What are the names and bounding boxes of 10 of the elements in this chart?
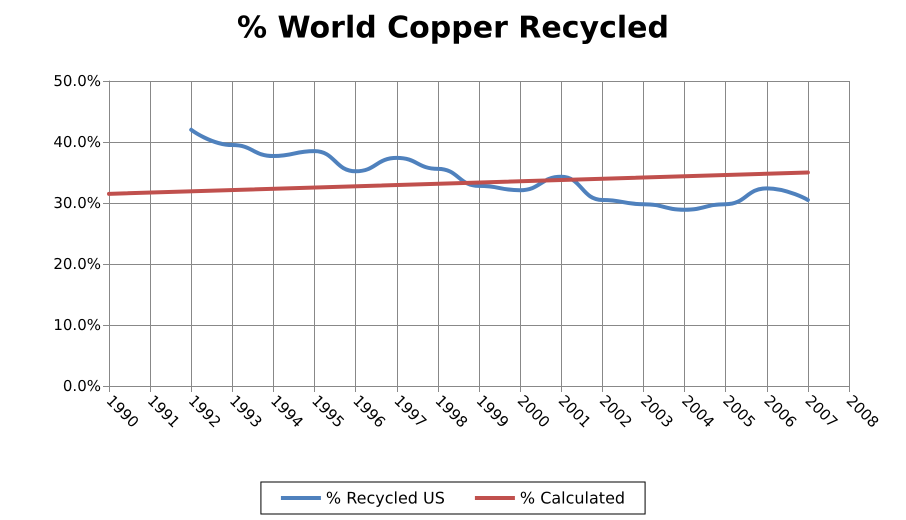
- y-tick-label: 50.0%: [53, 72, 101, 90]
- y-tick-label: 0.0%: [62, 377, 101, 395]
- chart-title: % World Copper Recycled: [237, 10, 669, 46]
- legend-label: % Calculated: [520, 488, 626, 508]
- line-series: [189, 128, 810, 212]
- y-tick-label: 30.0%: [53, 194, 101, 212]
- y-tick-label: 40.0%: [53, 133, 101, 151]
- y-tick-label: 20.0%: [53, 255, 101, 273]
- y-tick-label: 10.0%: [53, 316, 101, 334]
- legend-label: % Recycled US: [326, 488, 445, 508]
